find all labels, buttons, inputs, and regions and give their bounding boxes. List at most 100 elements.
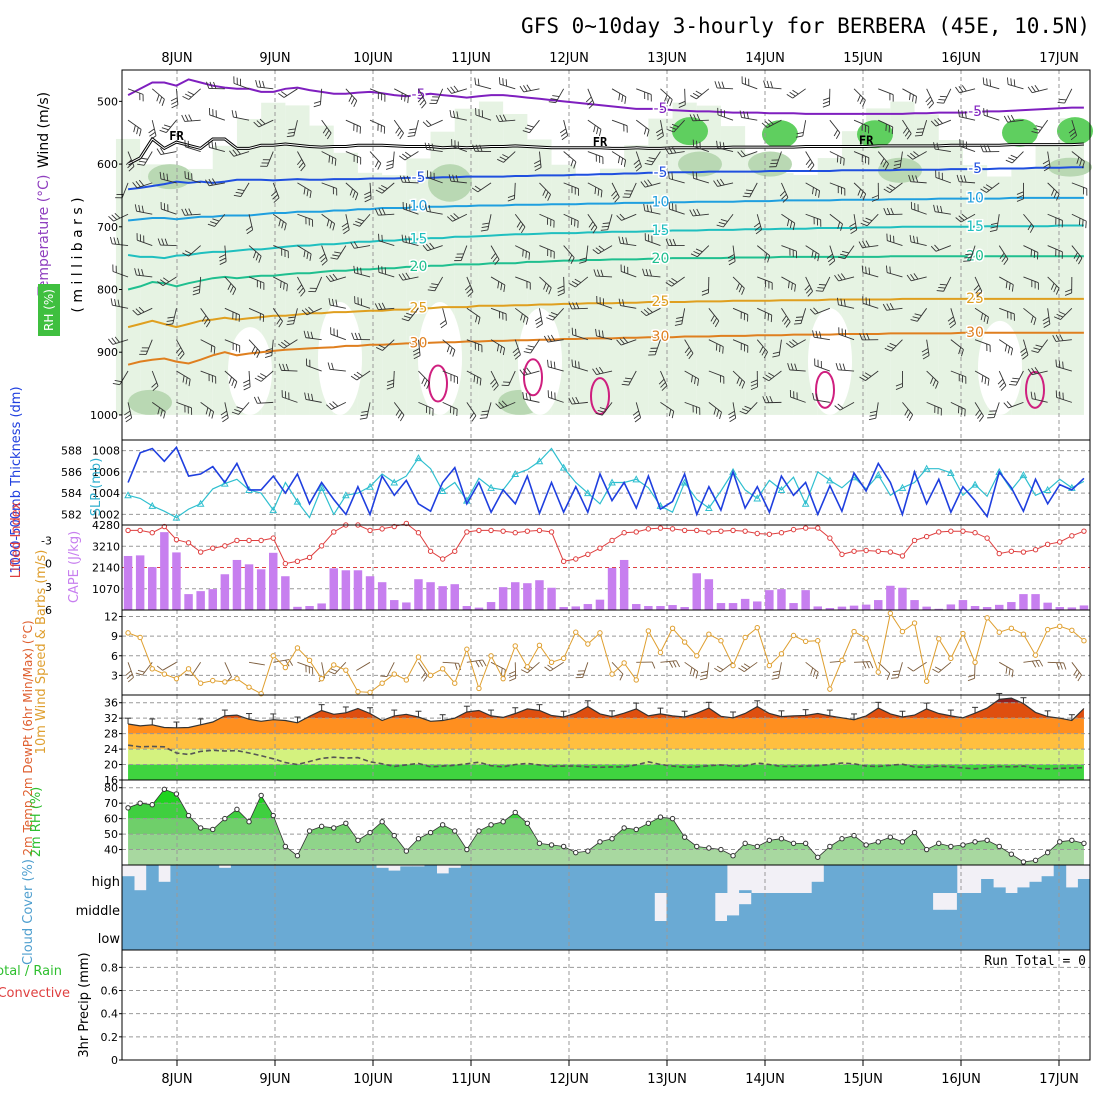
wind-barb bbox=[278, 343, 285, 349]
wind-barb bbox=[482, 222, 490, 225]
wind-barb bbox=[184, 208, 189, 216]
wind-barb bbox=[912, 151, 927, 160]
cloud-bar bbox=[690, 893, 704, 921]
wind-barb bbox=[815, 188, 817, 197]
wind-barb bbox=[1077, 674, 1082, 682]
cape-bar bbox=[777, 589, 786, 610]
cloud-bar bbox=[557, 865, 571, 893]
wind-barb bbox=[706, 662, 710, 679]
wind-barb bbox=[640, 181, 646, 188]
wind-barb bbox=[140, 157, 148, 160]
wind-barb bbox=[563, 276, 565, 293]
wind-barb bbox=[393, 370, 395, 388]
wind-barb bbox=[378, 187, 385, 192]
rh-shade-green bbox=[1002, 118, 1038, 147]
wind-barb bbox=[455, 175, 459, 183]
rh-marker bbox=[790, 840, 797, 847]
wind-barb bbox=[198, 276, 202, 293]
wind-barb bbox=[320, 256, 327, 263]
wind-barb bbox=[817, 287, 825, 289]
wind-barb bbox=[573, 161, 577, 169]
wind-barb bbox=[208, 409, 212, 417]
cape-bar bbox=[414, 579, 423, 610]
wind-marker bbox=[234, 675, 240, 682]
cloud-bar bbox=[400, 893, 413, 921]
clear-zone bbox=[978, 320, 1022, 415]
wind-barb bbox=[313, 104, 321, 108]
cloud-bar bbox=[521, 865, 534, 893]
wind-barb bbox=[767, 119, 774, 125]
isotherm-label: -5 bbox=[411, 170, 425, 186]
wind-barb bbox=[745, 402, 758, 415]
wind-barb bbox=[973, 284, 980, 291]
wind-barb bbox=[646, 204, 649, 212]
wind-barb bbox=[622, 299, 625, 307]
wind-barb bbox=[162, 277, 170, 283]
wind-marker bbox=[210, 677, 216, 684]
wind-barb bbox=[399, 414, 405, 422]
wind-marker bbox=[585, 641, 591, 647]
wind-barb bbox=[860, 222, 868, 227]
wind-barb bbox=[246, 229, 253, 235]
wind-barb bbox=[744, 192, 752, 195]
wind-barb bbox=[283, 282, 285, 290]
wind-barb bbox=[728, 261, 736, 266]
wind-barb bbox=[787, 281, 790, 289]
wind-barb bbox=[110, 298, 113, 306]
wind-barb bbox=[408, 236, 411, 244]
wind-barb bbox=[283, 339, 298, 349]
wind-barb bbox=[844, 245, 855, 259]
li-marker bbox=[270, 535, 276, 541]
cape-bar bbox=[1043, 602, 1052, 610]
wind-barb bbox=[809, 308, 816, 315]
wind-barb bbox=[253, 396, 258, 404]
wind-barb bbox=[563, 182, 579, 190]
wind-barb bbox=[736, 377, 740, 384]
clear-zone bbox=[518, 308, 562, 415]
wind-barb bbox=[326, 132, 332, 140]
thickness-marker bbox=[1043, 485, 1052, 493]
wind-barb bbox=[800, 308, 807, 324]
wind-barb bbox=[645, 239, 661, 247]
wind-barb bbox=[607, 214, 613, 230]
cape-tick-label: 1070 bbox=[92, 583, 120, 596]
wind-barb bbox=[671, 146, 677, 154]
wind-marker bbox=[403, 677, 410, 683]
wind-barb bbox=[907, 666, 914, 672]
wind-barb bbox=[571, 401, 588, 405]
wind-barb bbox=[185, 377, 188, 385]
wind-barb bbox=[717, 114, 734, 121]
wind-barb bbox=[910, 319, 918, 322]
wind-barb bbox=[326, 219, 330, 227]
cloud-bar bbox=[993, 887, 1006, 893]
wind-barb bbox=[1007, 119, 1024, 123]
isotherm-line bbox=[128, 196, 1084, 222]
wind-barb bbox=[386, 160, 394, 163]
cape-bar bbox=[426, 582, 435, 610]
wind-barb bbox=[1059, 98, 1067, 101]
wind-barb bbox=[961, 110, 964, 118]
wind-barb bbox=[684, 88, 686, 105]
wind-barb bbox=[1023, 276, 1039, 284]
cloud-bar bbox=[739, 921, 752, 950]
cloud-bar bbox=[993, 921, 1006, 950]
li-marker bbox=[246, 537, 252, 544]
wind-barb bbox=[478, 660, 484, 667]
wind-barb bbox=[984, 377, 987, 385]
cloud-bar bbox=[1053, 893, 1067, 921]
wind-barb bbox=[288, 128, 296, 131]
wind-barb bbox=[265, 348, 273, 351]
wind-barb bbox=[926, 339, 930, 356]
wind-barb bbox=[1010, 380, 1018, 383]
wind-barb bbox=[938, 661, 952, 673]
cape-bar bbox=[256, 569, 266, 610]
rh-shade bbox=[866, 108, 891, 415]
cloud-bar bbox=[630, 893, 643, 921]
wind-barb bbox=[957, 109, 960, 117]
wind-barb bbox=[498, 401, 505, 408]
wind-barb bbox=[619, 338, 625, 345]
cloud-bar bbox=[1005, 921, 1018, 950]
wind-barb bbox=[248, 370, 251, 388]
cloud-bar bbox=[134, 921, 147, 950]
wind-barb bbox=[666, 97, 671, 104]
